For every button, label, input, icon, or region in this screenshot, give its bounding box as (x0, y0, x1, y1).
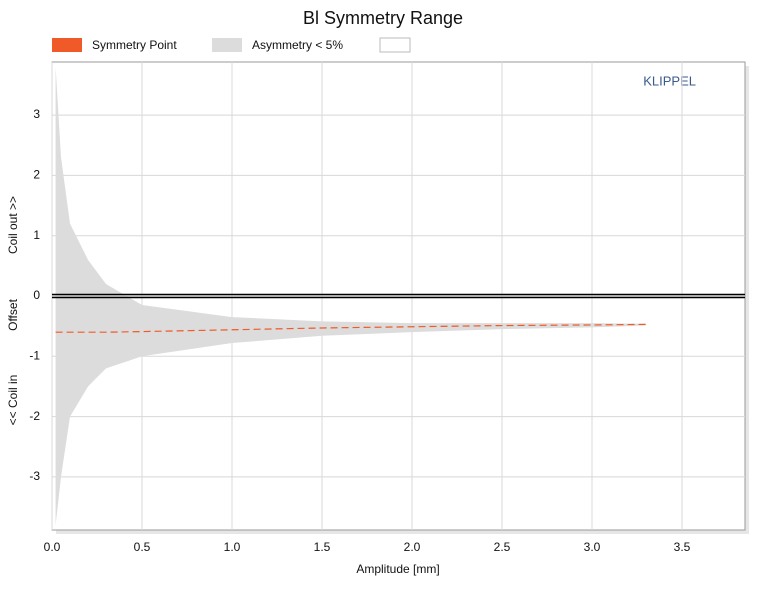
y-tick-label: 0 (33, 288, 40, 302)
y-tick-label: -3 (29, 469, 40, 483)
y-axis-label: << Coil in (6, 375, 20, 426)
legend-empty-box (379, 37, 411, 53)
y-axis-label: Coil out >> (6, 196, 20, 254)
legend-label: Asymmetry < 5% (252, 38, 343, 52)
x-tick-label: 1.5 (314, 540, 331, 554)
x-tick-label: 2.5 (494, 540, 511, 554)
symmetry-line (55, 323, 647, 333)
y-tick-label: -2 (29, 409, 40, 423)
x-tick-label: 2.0 (404, 540, 421, 554)
legend-label: Symmetry Point (92, 38, 177, 52)
y-tick-label: 3 (33, 107, 40, 121)
x-tick-label: 0.0 (44, 540, 61, 554)
x-tick-label: 3.0 (584, 540, 601, 554)
x-axis-label: Amplitude [mm] (356, 562, 439, 576)
chart-title: Bl Symmetry Range (303, 8, 463, 28)
x-tick-label: 3.5 (674, 540, 691, 554)
y-tick-label: 1 (33, 228, 40, 242)
x-tick-label: 1.0 (224, 540, 241, 554)
annotation: KLIPPEL (643, 73, 696, 88)
x-tick-label: 0.5 (134, 540, 151, 554)
legend-swatch (52, 38, 82, 52)
y-tick-label: -1 (29, 348, 40, 362)
legend-swatch (212, 38, 242, 52)
y-axis-label: Offset (6, 298, 20, 330)
y-tick-label: 2 (33, 168, 40, 182)
